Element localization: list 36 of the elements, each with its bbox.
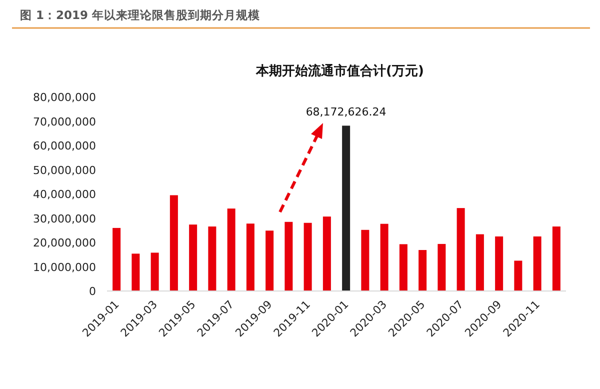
bar xyxy=(227,208,236,291)
chart-title: 图 1：2019 年以来理论限售股到期分月规模 xyxy=(20,8,260,22)
data-label: 68,172,626.24 xyxy=(306,106,386,119)
bar xyxy=(418,250,427,291)
bar xyxy=(533,236,542,291)
bar xyxy=(514,260,522,291)
y-tick-label: 40,000,000 xyxy=(33,188,96,201)
bar xyxy=(150,252,159,291)
y-tick-label: 30,000,000 xyxy=(33,212,96,226)
y-tick-label: 60,000,000 xyxy=(33,140,96,152)
y-tick-label: 80,000,000 xyxy=(33,91,96,104)
bar xyxy=(342,126,350,291)
bar xyxy=(322,216,331,291)
bar xyxy=(132,254,140,291)
bar xyxy=(170,195,178,291)
y-tick-label: 0 xyxy=(89,285,96,298)
bar xyxy=(476,234,484,291)
bar xyxy=(112,228,121,291)
y-tick-label: 70,000,000 xyxy=(33,115,96,128)
bar xyxy=(552,226,560,291)
bar xyxy=(266,230,274,291)
bar xyxy=(208,226,216,291)
bar xyxy=(456,208,465,291)
bar xyxy=(246,224,254,291)
bar xyxy=(284,222,293,291)
chart-subtitle: 本期开始流通市值合计(万元) xyxy=(255,63,424,79)
y-tick-label: 10,000,000 xyxy=(33,260,96,274)
bar xyxy=(189,224,198,291)
bar xyxy=(304,222,312,291)
y-tick-label: 20,000,000 xyxy=(33,236,96,250)
bar xyxy=(361,230,370,291)
bar xyxy=(380,224,388,291)
y-tick-label: 50,000,000 xyxy=(33,164,96,177)
bar xyxy=(495,236,504,291)
bar xyxy=(438,244,446,291)
bar xyxy=(399,244,408,291)
